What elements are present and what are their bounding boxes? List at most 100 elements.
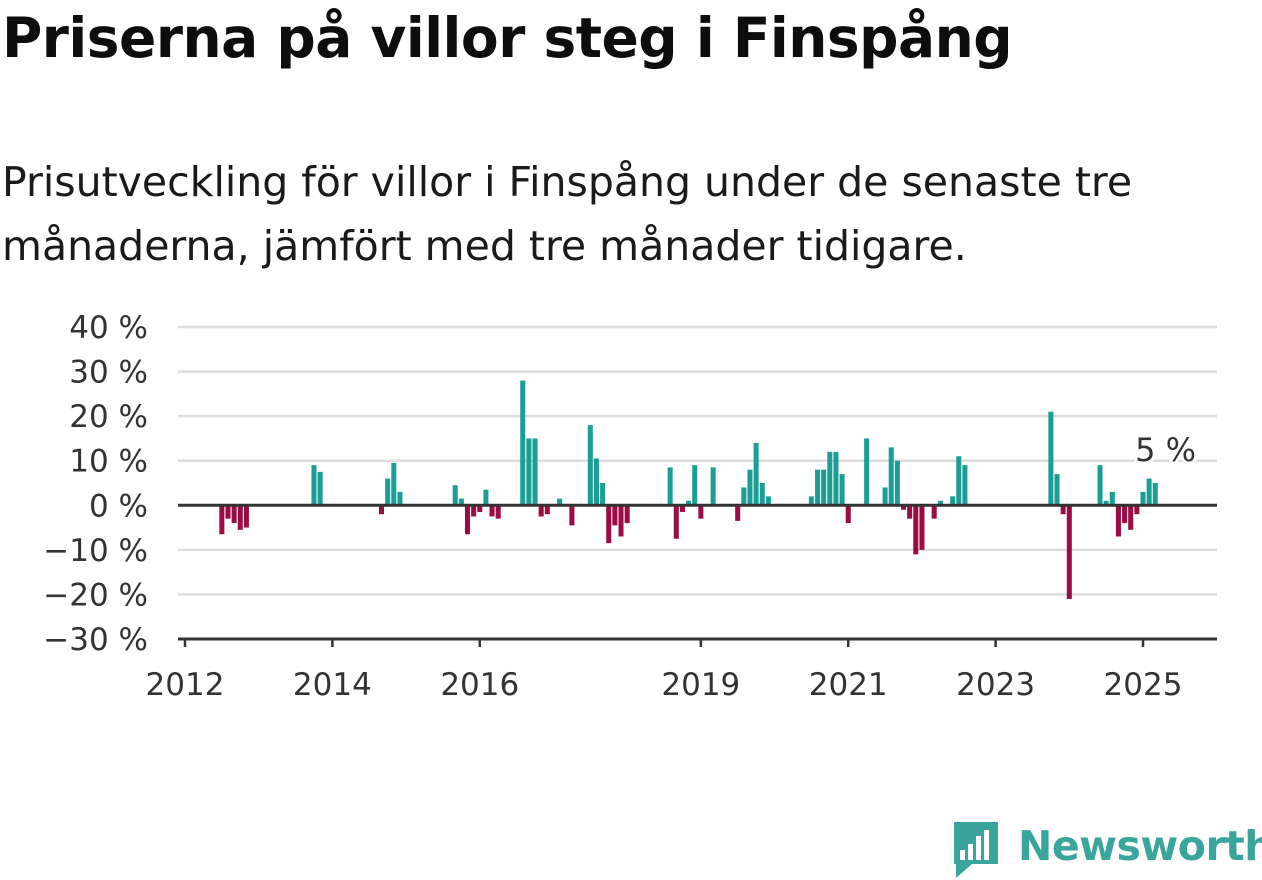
bar [587,425,593,506]
bar [1109,491,1115,506]
bar [900,505,907,510]
bar [1122,505,1128,524]
bar [759,483,765,506]
bar [864,438,870,506]
bar [378,505,385,515]
bar [888,447,894,506]
bar [710,467,716,506]
bar [735,505,741,521]
y-tick-label: −10 % [43,533,148,569]
bar [894,460,900,506]
bar [624,505,630,524]
y-tick-label: 40 % [69,310,148,346]
bar [225,505,231,519]
bar [1146,478,1152,506]
bar [741,487,747,506]
chart-title: Priserna på villor steg i Finspång [2,6,1013,70]
bar [520,380,526,506]
bar [765,496,771,506]
bar [477,505,483,512]
bar [1048,411,1054,506]
bar [913,505,919,555]
y-tick-label: 30 % [69,355,148,391]
bar [1103,500,1109,506]
bar [464,505,471,535]
bar [686,500,692,506]
bar [618,505,624,537]
x-tick-label: 2016 [440,667,519,703]
grid-lines [178,325,1217,596]
bar [919,505,925,550]
bar [667,467,673,506]
y-tick-label: 10 % [69,444,148,480]
bar [489,505,495,517]
x-tick-label: 2014 [293,667,372,703]
bar [815,469,821,506]
x-axis-labels: 2012 2014 2016 2019 2021 2023 2025 [146,667,1183,703]
bar [673,505,679,539]
x-tick-label: 2025 [1104,667,1183,703]
bar [931,505,937,519]
x-tick-label: 2012 [146,667,225,703]
bar [698,505,704,519]
bar [231,505,237,524]
bar [1066,505,1072,599]
bar [237,505,243,530]
bar [839,474,845,506]
bar [833,451,839,506]
bar [1134,505,1140,515]
newsworthy-logo-icon [954,822,998,878]
y-axis-labels: 40 % 30 % 20 % 10 % 0 % −10 % −20 % −30 % [43,310,148,658]
bar [612,505,618,526]
bar [1140,491,1146,506]
newsworthy-wordmark: Newsworthy [1018,822,1262,870]
bar [956,456,962,506]
bar [458,498,464,506]
y-tick-label: −30 % [43,622,148,658]
axes [178,503,1217,647]
newsworthy-brand: Newsworthy [950,818,1262,880]
bar [1152,483,1158,506]
bar [317,471,323,506]
bar [391,462,397,506]
bar [544,505,550,515]
bar-chart: 40 % 30 % 20 % 10 % 0 % −10 % −20 % −30 % 2012 2… [43,310,1217,703]
bar [950,496,956,506]
bar [385,478,391,506]
bar [569,505,575,526]
bar [937,500,943,506]
y-tick-label: −20 % [43,577,148,613]
bar [679,505,685,512]
bar [1115,505,1121,537]
bar [452,485,458,506]
x-tick-label: 2023 [956,667,1035,703]
bar [495,505,501,519]
bar [1097,465,1103,506]
bar [606,505,612,544]
bar [821,469,827,506]
bar-series [219,380,1158,599]
bar [532,438,538,506]
bar [397,491,403,506]
bar [600,483,606,506]
bar [1054,474,1060,506]
bar [219,505,225,535]
y-tick-label: 0 % [89,488,148,524]
y-tick-label: 20 % [69,399,148,435]
bar [747,469,753,506]
bar [962,465,968,506]
x-tick-label: 2021 [809,667,888,703]
bar [243,505,249,528]
bar [907,505,913,519]
bar [692,465,698,506]
bar [311,465,317,506]
bar [483,489,489,506]
bar [538,505,544,517]
bar [808,496,814,506]
bar [753,442,759,506]
bar [557,498,563,506]
annotation: 5 % [1132,428,1199,472]
bar [845,505,851,524]
bar [593,458,599,506]
last-value-annotation: 5 % [1135,431,1196,469]
